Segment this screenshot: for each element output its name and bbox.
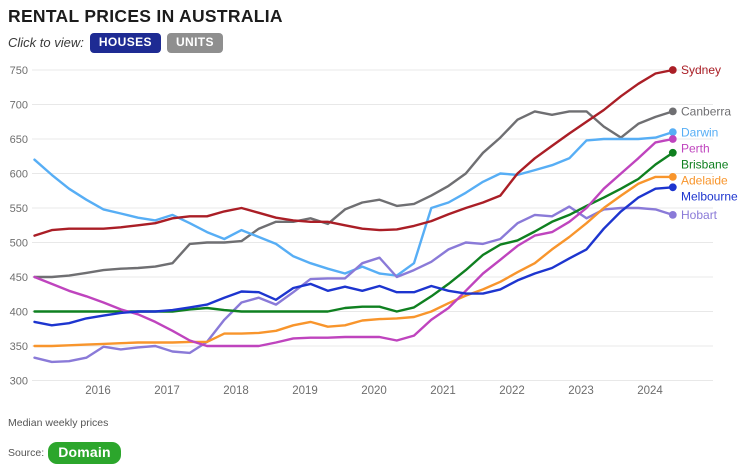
series-end-dot-hobart [668, 211, 677, 219]
svg-text:700: 700 [10, 99, 28, 111]
svg-text:2017: 2017 [154, 385, 180, 397]
svg-text:400: 400 [10, 306, 28, 318]
svg-text:750: 750 [10, 65, 28, 77]
source-label: Source: [8, 447, 45, 459]
svg-text:2021: 2021 [430, 385, 456, 397]
series-line-hobart [33, 205, 674, 364]
series-line-perth [33, 137, 674, 348]
series-line-melbourne [33, 186, 674, 327]
series-label-hobart: Hobart [681, 208, 718, 222]
view-toggle-row: Click to view: HOUSES UNITS [8, 32, 223, 53]
svg-text:2023: 2023 [568, 385, 594, 397]
svg-text:600: 600 [10, 168, 28, 180]
series-end-dot-darwin [668, 128, 677, 137]
houses-toggle-button[interactable]: HOUSES [89, 32, 161, 53]
svg-text:2019: 2019 [292, 385, 318, 397]
domain-logo-badge: Domain [48, 442, 121, 464]
series-label-sydney: Sydney [681, 63, 721, 77]
svg-text:2022: 2022 [499, 385, 525, 397]
series-label-canberra: Canberra [681, 105, 731, 119]
y-axis-labels: 300 350 400 450 500 550 600 650 700 750 [10, 65, 28, 387]
series-line-canberra [33, 110, 674, 279]
svg-text:300: 300 [10, 375, 28, 387]
series-end-dot-canberra [668, 107, 677, 116]
series-label-melbourne: Melbourne [681, 189, 738, 203]
svg-text:2020: 2020 [361, 385, 387, 397]
svg-text:500: 500 [10, 237, 28, 249]
series-end-dot-adelaide [668, 173, 677, 181]
series-line-adelaide [33, 175, 674, 348]
series-end-dot-brisbane [668, 148, 677, 157]
x-axis-labels: 2016 2017 2018 2019 2020 2021 2022 2023 2024 [85, 385, 663, 397]
page-title: RENTAL PRICES IN AUSTRALIA [8, 6, 283, 26]
svg-text:2018: 2018 [223, 385, 249, 397]
series-end-dot-melbourne [668, 183, 677, 192]
series-end-dot-sydney [668, 66, 677, 74]
svg-text:2024: 2024 [637, 385, 663, 397]
series-label-darwin: Darwin [681, 125, 718, 139]
svg-text:350: 350 [10, 341, 28, 353]
units-toggle-button[interactable]: UNITS [166, 32, 223, 53]
svg-text:650: 650 [10, 134, 28, 146]
svg-text:450: 450 [10, 272, 28, 284]
svg-text:2016: 2016 [85, 385, 111, 397]
click-to-view-label: Click to view: [8, 35, 84, 50]
series-line-sydney [33, 68, 674, 237]
series-label-brisbane: Brisbane [681, 157, 729, 171]
series-end-dot-perth [668, 135, 677, 143]
source-row: Source: Domain [8, 442, 121, 464]
series-label-perth: Perth [681, 141, 710, 155]
series-label-adelaide: Adelaide [681, 173, 728, 187]
median-weekly-prices-note: Median weekly prices [8, 417, 109, 429]
svg-text:550: 550 [10, 203, 28, 215]
